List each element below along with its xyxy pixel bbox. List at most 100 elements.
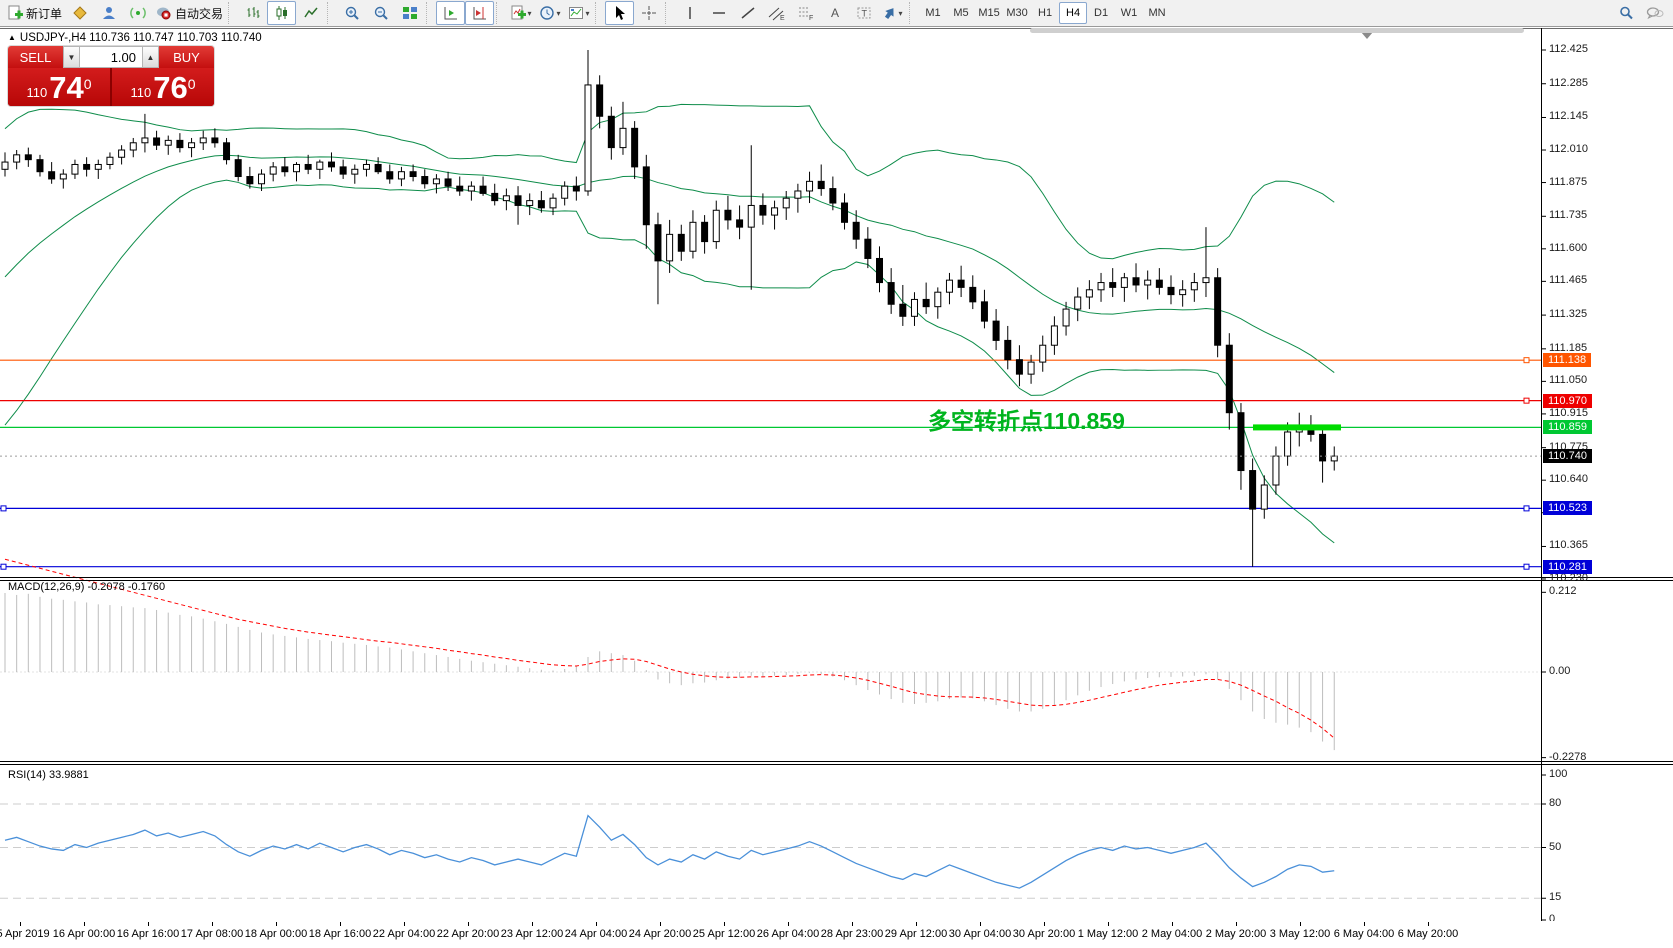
candle-body[interactable] <box>922 298 930 308</box>
timeframe-button-d1[interactable]: D1 <box>1094 7 1109 19</box>
candle-body[interactable] <box>421 176 429 185</box>
horizontal-line-button[interactable] <box>704 1 733 25</box>
candle-body[interactable] <box>1319 433 1327 462</box>
indicators-dropdown-caret[interactable]: ▾ <box>527 8 532 18</box>
candle-body[interactable] <box>887 282 895 305</box>
bar-chart-button[interactable] <box>238 1 267 25</box>
candle-body[interactable] <box>351 168 359 175</box>
candle-body[interactable] <box>223 142 231 161</box>
candle-body[interactable] <box>910 298 918 317</box>
candle-body[interactable] <box>362 163 370 170</box>
timeframe-button-m15[interactable]: M15 <box>978 7 1000 19</box>
candle-body[interactable] <box>782 197 790 209</box>
candle-body[interactable] <box>281 166 289 173</box>
zoom-out-button[interactable] <box>366 1 395 25</box>
candle-body[interactable] <box>1155 279 1163 288</box>
turning-point-segment[interactable] <box>1253 424 1341 431</box>
new-order-button[interactable]: 新订单 <box>4 1 65 25</box>
candle-body[interactable] <box>607 115 615 149</box>
candle-body[interactable] <box>153 137 161 146</box>
candle-body[interactable] <box>1179 289 1187 296</box>
candle-body[interactable] <box>444 178 452 187</box>
timeframe-button-mn[interactable]: MN <box>1148 7 1166 19</box>
candle-body[interactable] <box>957 279 965 288</box>
volume-decrease-button[interactable]: ▼ <box>63 46 80 68</box>
candle-body[interactable] <box>141 137 149 144</box>
candle-body[interactable] <box>596 84 604 117</box>
candle-body[interactable] <box>689 221 697 252</box>
line-handle[interactable] <box>0 563 7 570</box>
candle-body[interactable] <box>1109 282 1117 288</box>
candle-body[interactable] <box>1167 286 1175 296</box>
candle-body[interactable] <box>841 202 849 223</box>
candle-body[interactable] <box>736 219 744 228</box>
candle-body[interactable] <box>1237 412 1245 472</box>
candle-body[interactable] <box>304 163 312 170</box>
candle-body[interactable] <box>83 163 91 170</box>
text-button[interactable]: A <box>820 1 849 25</box>
candle-body[interactable] <box>234 159 242 178</box>
autotrading-button[interactable]: 自动交易 <box>152 1 226 25</box>
periods-dropdown-caret[interactable]: ▾ <box>556 8 561 18</box>
sell-button[interactable]: SELL <box>8 46 63 68</box>
line-handle[interactable] <box>1523 357 1530 364</box>
crosshair-button[interactable] <box>634 1 663 25</box>
candle-body[interactable] <box>969 286 977 303</box>
chart-shift-marker[interactable] <box>1361 32 1373 39</box>
candle-body[interactable] <box>642 166 650 226</box>
arrows-dropdown-caret[interactable]: ▾ <box>898 8 903 18</box>
templates-button[interactable]: ▾ <box>564 1 593 25</box>
candle-body[interactable] <box>1062 308 1070 327</box>
candle-body[interactable] <box>491 192 499 202</box>
zoom-in-button[interactable] <box>337 1 366 25</box>
candlestick-chart-button[interactable] <box>267 1 297 25</box>
periods-button[interactable]: ▾ <box>535 1 564 25</box>
candle-body[interactable] <box>36 159 44 173</box>
line-handle[interactable] <box>1523 505 1530 512</box>
candle-body[interactable] <box>59 173 67 180</box>
candle-body[interactable] <box>246 176 254 185</box>
candle-body[interactable] <box>852 221 860 240</box>
chart-text-annotation[interactable]: 多空转折点110.859 <box>928 408 1125 434</box>
candle-body[interactable] <box>945 279 953 293</box>
candle-body[interactable] <box>409 171 417 178</box>
candle-body[interactable] <box>467 185 475 192</box>
candle-body[interactable] <box>817 180 825 190</box>
candle-body[interactable] <box>794 190 802 199</box>
chat-button[interactable] <box>1640 1 1669 25</box>
equidistant-channel-button[interactable]: E <box>762 1 791 25</box>
candle-body[interactable] <box>829 188 837 204</box>
candle-body[interactable] <box>1097 282 1105 291</box>
timeframe-button-m5[interactable]: M5 <box>953 7 969 19</box>
candle-body[interactable] <box>1272 455 1280 486</box>
candle-body[interactable] <box>432 178 440 185</box>
candle-body[interactable] <box>386 171 394 180</box>
fibonacci-button[interactable]: F <box>791 1 820 25</box>
candle-body[interactable] <box>479 185 487 194</box>
line-chart-button[interactable] <box>296 1 325 25</box>
candle-body[interactable] <box>1260 484 1268 510</box>
candle-body[interactable] <box>514 195 522 206</box>
candle-body[interactable] <box>584 84 592 192</box>
buy-button[interactable]: BUY <box>159 46 214 68</box>
candle-body[interactable] <box>1330 455 1338 462</box>
candle-body[interactable] <box>992 320 1000 341</box>
candle-body[interactable] <box>747 204 755 228</box>
timeframe-button-w1[interactable]: W1 <box>1120 7 1138 19</box>
candle-body[interactable] <box>980 301 988 322</box>
candle-body[interactable] <box>526 200 534 206</box>
expand-triangle-icon[interactable]: ▲ <box>8 33 16 42</box>
candle-body[interactable] <box>211 137 219 144</box>
candle-body[interactable] <box>864 238 872 259</box>
cursor-button[interactable] <box>605 1 635 25</box>
candle-body[interactable] <box>13 154 21 163</box>
candle-body[interactable] <box>188 142 196 149</box>
candle-body[interactable] <box>1004 339 1012 361</box>
candle-body[interactable] <box>1284 431 1292 457</box>
search-button[interactable] <box>1611 1 1640 25</box>
candle-body[interactable] <box>1214 277 1222 346</box>
auto-scroll-button[interactable] <box>436 1 466 25</box>
candle-body[interactable] <box>199 137 207 144</box>
candle-body[interactable] <box>1050 325 1058 346</box>
candle-body[interactable] <box>176 139 184 149</box>
